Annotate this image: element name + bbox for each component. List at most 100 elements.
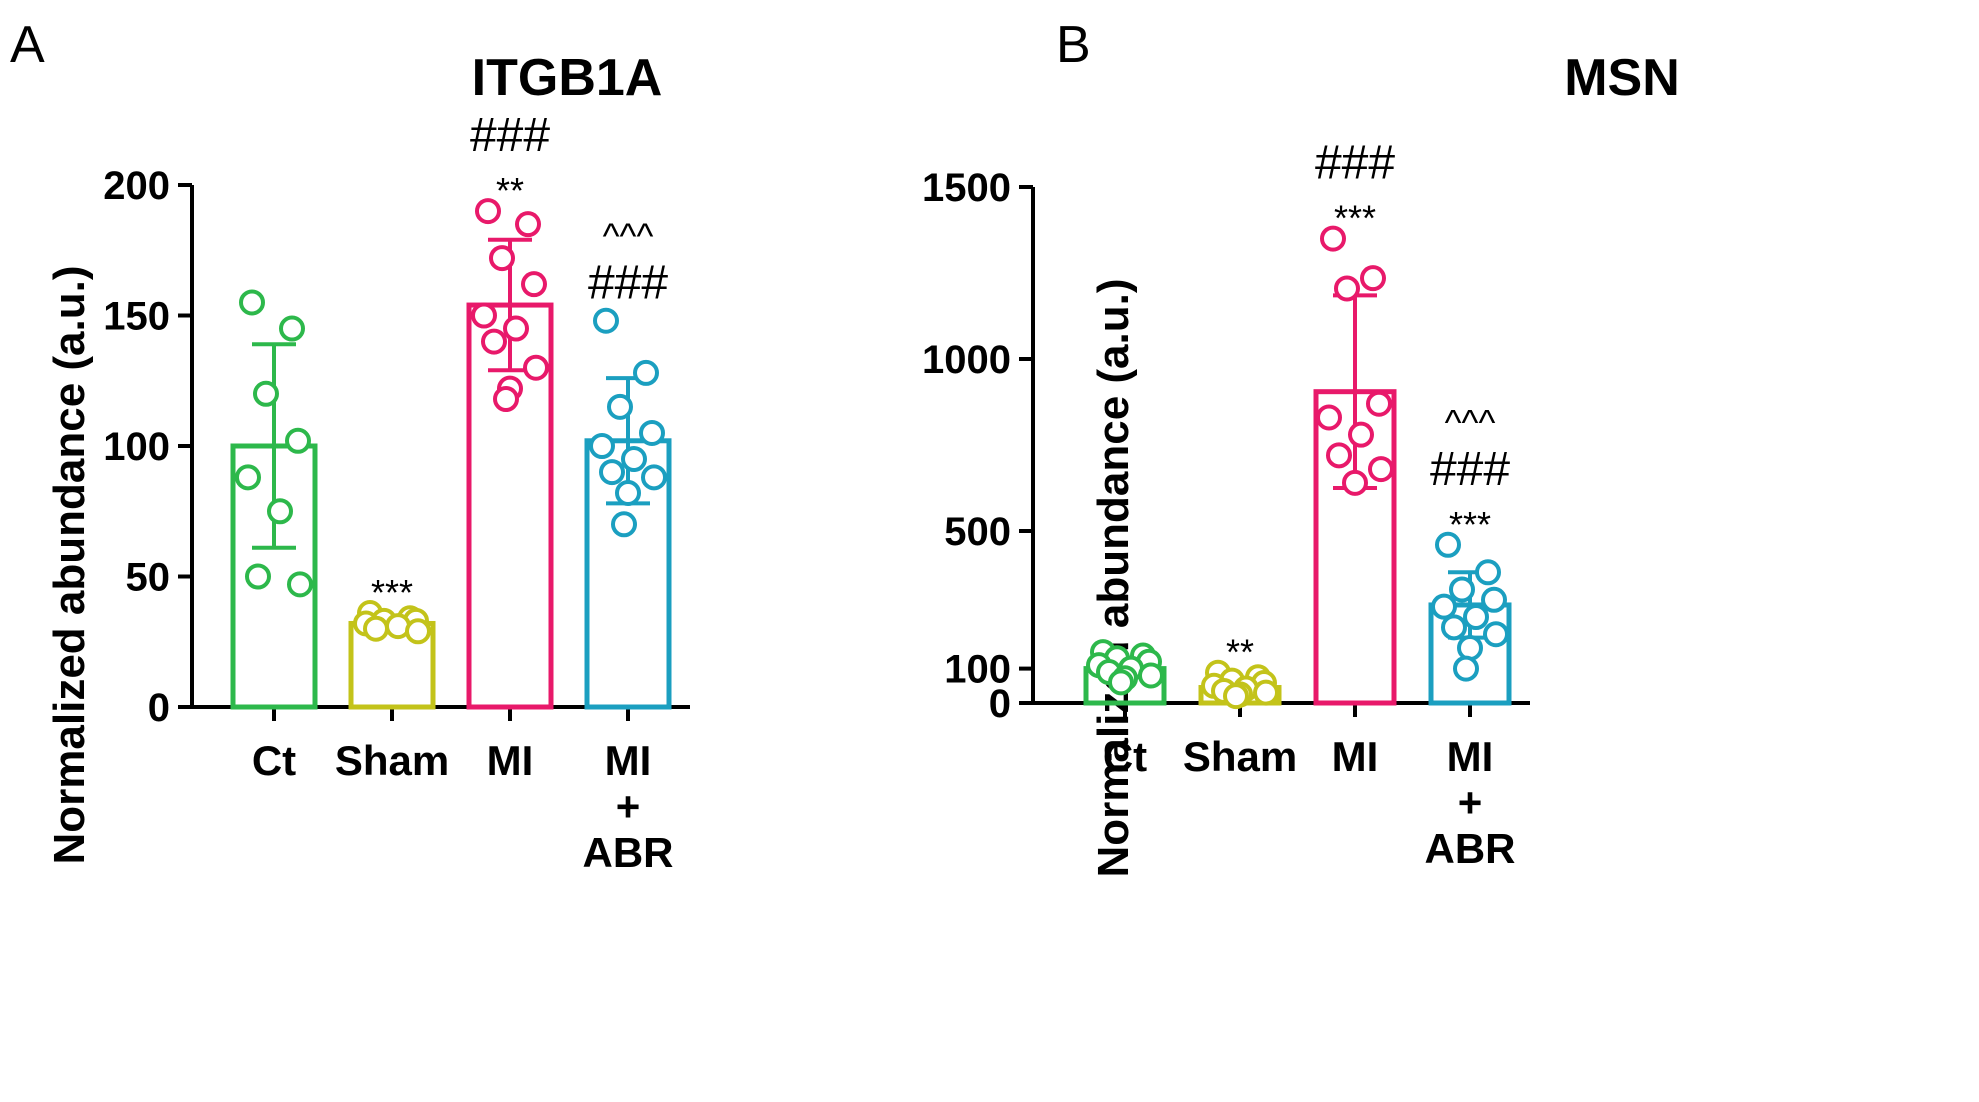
x-tick-label: MI: [487, 737, 534, 784]
data-point: [405, 618, 431, 645]
significance-stars: ***: [1449, 504, 1491, 545]
significance-hashes: ###: [1430, 443, 1510, 496]
data-point: [1320, 225, 1346, 252]
data-point: [589, 433, 615, 459]
x-tick-label: MI: [1332, 733, 1379, 780]
data-point: [253, 380, 279, 407]
data-point: [515, 211, 541, 238]
data-point: [363, 615, 389, 642]
data-point: [1475, 559, 1501, 586]
data-point: [245, 563, 271, 590]
data-point: [641, 464, 667, 491]
data-point: [639, 419, 665, 446]
y-tick-label: 0: [989, 682, 1011, 726]
data-point: [267, 498, 293, 525]
y-tick-label: 50: [126, 556, 171, 600]
x-tick-label: +: [1458, 779, 1483, 826]
annotations: *****######^^^: [371, 109, 668, 613]
significance-stars: ***: [371, 572, 413, 613]
data-point: [1253, 679, 1279, 706]
data-point: [239, 289, 265, 316]
significance-carets: ^^^: [603, 216, 654, 257]
chart-title: ITGB1A: [472, 49, 663, 107]
significance-stars: **: [1226, 632, 1254, 673]
data-point: [235, 464, 261, 491]
data-point: [523, 354, 549, 381]
y-tick-label: 150: [103, 295, 170, 339]
data-point: [1138, 662, 1164, 689]
y-tick-label: 200: [103, 164, 170, 208]
data-point: [1316, 404, 1342, 431]
y-tick-label: 1500: [922, 166, 1011, 210]
data-point: [475, 198, 501, 225]
data-point: [615, 479, 641, 506]
x-tick-label: MI: [605, 737, 652, 784]
data-point: [599, 459, 625, 486]
data-point: [1342, 469, 1368, 496]
data-point: [481, 328, 507, 355]
y-tick-label: 1000: [922, 338, 1011, 382]
data-point: [593, 307, 619, 334]
data-point: [1348, 421, 1374, 448]
data-point: [1481, 586, 1507, 613]
data-point: [1441, 614, 1467, 641]
x-tick-label: MI: [1447, 733, 1494, 780]
annotations: *****###***###^^^: [1226, 137, 1510, 673]
significance-hashes: ###: [470, 109, 550, 162]
x-tick-label: ABR: [583, 829, 674, 876]
data-point: [1334, 275, 1360, 302]
data-point: [1431, 593, 1457, 620]
significance-carets: ^^^: [1445, 402, 1496, 443]
x-tick-label: +: [616, 783, 641, 830]
y-tick-label: 500: [944, 510, 1011, 554]
data-point: [1360, 265, 1386, 292]
y-tick-label: 0: [148, 686, 170, 730]
data-point: [1108, 669, 1134, 696]
significance-hashes: ###: [1315, 137, 1395, 190]
data-point: [1368, 456, 1394, 483]
y-tick-label: 100: [944, 648, 1011, 692]
panel-label: B: [1056, 16, 1091, 74]
data-point: [493, 386, 519, 413]
x-tick-label: Sham: [1183, 733, 1297, 780]
significance-stars: ***: [1334, 198, 1376, 239]
data-point: [489, 245, 515, 272]
data-point: [1453, 655, 1479, 682]
x-tick-label: Ct: [1103, 733, 1147, 780]
data-point: [607, 393, 633, 420]
data-point: [1326, 442, 1352, 469]
data-point: [471, 302, 497, 329]
chart-title: MSN: [1564, 49, 1680, 107]
data-point: [1223, 683, 1249, 710]
y-axis-label: Normalized abundance (a.u.): [1089, 279, 1138, 878]
data-point: [611, 511, 637, 538]
x-tick-label: ABR: [1425, 825, 1516, 872]
data-points: [235, 198, 667, 645]
data-point: [633, 359, 659, 386]
data-point: [503, 315, 529, 342]
data-point: [279, 315, 305, 342]
data-point: [285, 427, 311, 454]
data-point: [1449, 576, 1475, 603]
data-point: [521, 271, 547, 298]
y-tick-label: 100: [103, 425, 170, 469]
data-points: [1086, 225, 1509, 710]
data-point: [1435, 531, 1461, 558]
data-point: [1483, 621, 1509, 648]
data-point: [1457, 634, 1483, 661]
data-point: [287, 571, 313, 598]
data-point: [1366, 390, 1392, 417]
y-axis-label: Normalized abundance (a.u.): [45, 266, 94, 865]
x-tick-label: Ct: [252, 737, 296, 784]
panel-label: A: [10, 16, 45, 74]
x-tick-label: Sham: [335, 737, 449, 784]
significance-stars: **: [496, 170, 524, 211]
significance-hashes: ###: [588, 257, 668, 310]
panel-a: A ITGB1A Normalized abundance (a.u.) 0 50…: [10, 16, 690, 876]
bars: [1083, 293, 1512, 706]
data-point: [621, 446, 647, 473]
